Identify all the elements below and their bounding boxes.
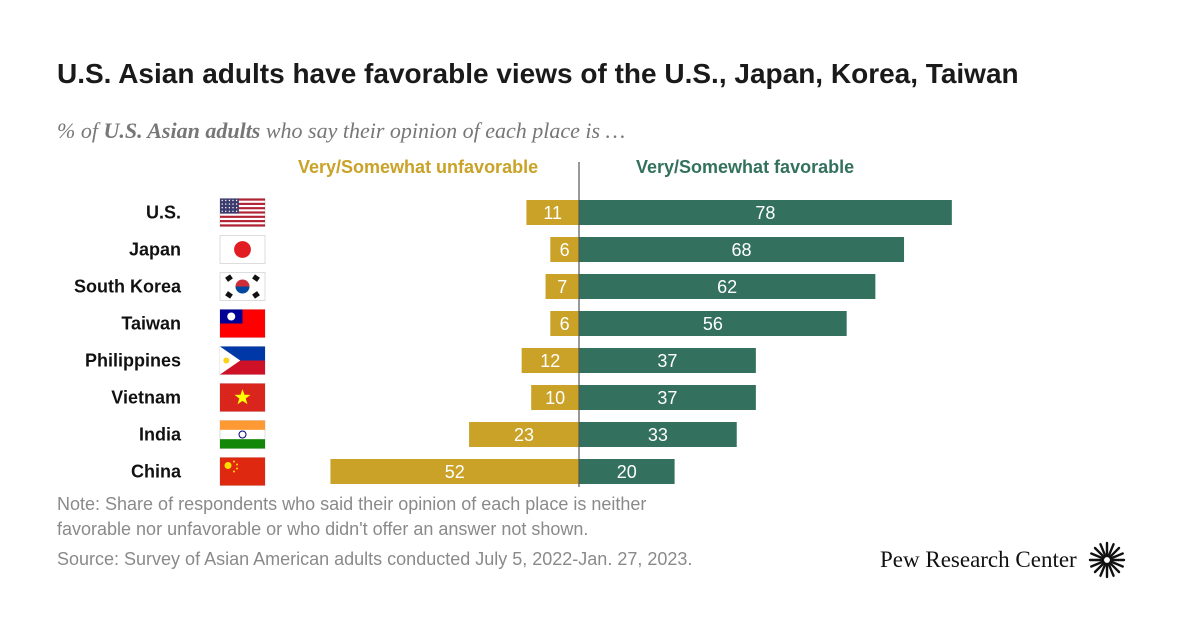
india-flag-icon [219,420,266,449]
legend-unfavorable: Very/Somewhat unfavorable [298,157,539,177]
unfavorable-value-label: 6 [560,314,570,334]
sunburst-ray [1107,562,1115,577]
favorable-bar [579,200,952,225]
legend-favorable: Very/Somewhat favorable [636,157,855,177]
sunburst-ray [1089,560,1105,568]
sunburst-ray [1109,552,1124,560]
favorable-value-label: 62 [717,277,737,297]
unfavorable-value-label: 10 [545,388,565,408]
category-label: Philippines [85,351,181,371]
unfavorable-bar [550,311,579,336]
unfavorable-bar [531,385,579,410]
chart-title: U.S. Asian adults have favorable views o… [57,58,1019,89]
unfavorable-bar [550,237,579,262]
sunburst-ray [1108,546,1120,559]
vietnam-flag-icon [219,383,266,412]
us-flag-icon [219,198,266,227]
favorable-value-label: 68 [732,240,752,260]
sunburst-ray [1098,543,1107,558]
favorable-bar [579,274,876,299]
category-label: U.S. [146,203,181,223]
category-label: Taiwan [121,314,181,334]
unfavorable-value-label: 52 [445,462,465,482]
subtitle-emphasis: U.S. Asian adults [103,118,261,143]
favorable-value-label: 56 [703,314,723,334]
favorable-value-label: 37 [657,351,677,371]
sunburst-ray [1093,546,1106,559]
favorable-value-label: 20 [617,462,637,482]
favorable-bar [579,385,756,410]
unfavorable-bar [545,274,579,299]
sunburst-ray [1093,561,1106,574]
unfavorable-value-label: 11 [543,203,562,223]
subtitle-prefix: % of [57,118,104,143]
favorable-bar [579,237,905,262]
sunburst-ray [1098,562,1107,577]
china-flag-icon [219,457,266,486]
philippines-flag-icon [219,346,266,375]
sunburst-ray [1108,561,1120,574]
note-line-1: Note: Share of respondents who said thei… [57,494,647,514]
source-note: Source: Survey of Asian American adults … [57,549,693,569]
note-line-2: favorable nor unfavorable or who didn't … [57,519,589,539]
sunburst-ray [1089,552,1105,560]
category-label: South Korea [74,277,182,297]
sunburst-ray [1109,560,1124,568]
taiwan-flag-icon [219,309,266,338]
japan-flag-icon [219,235,266,264]
unfavorable-bar [330,459,579,484]
chart-subtitle: % of U.S. Asian adults who say their opi… [57,118,625,144]
favorable-value-label: 33 [648,425,668,445]
pew-logo: Pew Research Center [880,540,1127,580]
unfavorable-bar [469,422,579,447]
category-label: Japan [129,240,181,260]
unfavorable-value-label: 12 [540,351,560,371]
unfavorable-value-label: 23 [514,425,534,445]
favorable-bar [579,311,847,336]
unfavorable-bar [526,200,579,225]
favorable-bar [579,348,756,373]
category-label: Vietnam [111,388,181,408]
subtitle-suffix: who say their opinion of each place is … [260,118,626,143]
favorable-value-label: 37 [657,388,677,408]
pew-logo-text: Pew Research Center [880,547,1077,572]
unfavorable-value-label: 7 [557,277,567,297]
favorable-bar [579,422,737,447]
sunburst-ray [1107,543,1115,558]
category-label: China [131,462,182,482]
favorable-value-label: 78 [755,203,775,223]
favorable-bar [579,459,675,484]
unfavorable-bar [521,348,579,373]
unfavorable-value-label: 6 [560,240,570,260]
category-label: India [139,425,182,445]
south-korea-flag-icon [219,272,266,301]
pew-sunburst-icon [1088,541,1125,579]
